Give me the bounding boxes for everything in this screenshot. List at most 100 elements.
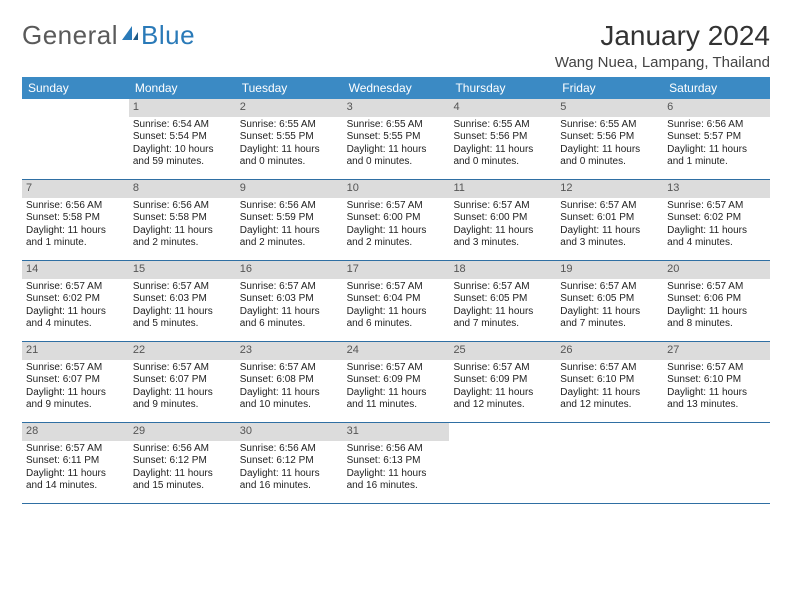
day-number: [663, 423, 770, 427]
sunset-text: Sunset: 6:03 PM: [133, 293, 232, 306]
day-cell: 18Sunrise: 6:57 AMSunset: 6:05 PMDayligh…: [449, 261, 556, 341]
day-number: 14: [22, 261, 129, 279]
day-cell: 15 Sunrise: 6:57 AMSunset: 6:03 PMDayligh…: [129, 261, 236, 341]
day-details: Sunrise: 6:56 AMSunset: 5:57 PMDaylight:…: [663, 119, 770, 169]
day-cell: 21Sunrise: 6:57 AMSunset: 6:07 PMDayligh…: [22, 342, 129, 422]
day-number: 4: [449, 99, 556, 117]
daylight-text: Daylight: 11 hours and 7 minutes.: [560, 306, 659, 331]
week-row: 1 Sunrise: 6:54 AMSunset: 5:54 PMDaylight…: [22, 99, 770, 180]
day-details: Sunrise: 6:57 AMSunset: 6:03 PMDaylight:…: [129, 281, 236, 331]
day-number: 13: [663, 180, 770, 198]
weekday-header: Saturday: [663, 77, 770, 99]
day-number: 28: [22, 423, 129, 441]
day-cell: 6 Sunrise: 6:56 AMSunset: 5:57 PMDaylight…: [663, 99, 770, 179]
week-row: 14Sunrise: 6:57 AMSunset: 6:02 PMDayligh…: [22, 261, 770, 342]
weekday-header-row: Sunday Monday Tuesday Wednesday Thursday…: [22, 77, 770, 99]
weekday-header: Thursday: [449, 77, 556, 99]
sunrise-text: Sunrise: 6:55 AM: [453, 119, 552, 132]
daylight-text: Daylight: 11 hours and 6 minutes.: [347, 306, 446, 331]
day-details: Sunrise: 6:57 AMSunset: 6:05 PMDaylight:…: [556, 281, 663, 331]
day-cell: [22, 99, 129, 179]
sunrise-text: Sunrise: 6:55 AM: [560, 119, 659, 132]
sunrise-text: Sunrise: 6:56 AM: [133, 443, 232, 456]
sunset-text: Sunset: 6:11 PM: [26, 455, 125, 468]
day-number: 31: [343, 423, 450, 441]
sunrise-text: Sunrise: 6:57 AM: [347, 362, 446, 375]
sunset-text: Sunset: 6:01 PM: [560, 212, 659, 225]
sunset-text: Sunset: 6:08 PM: [240, 374, 339, 387]
day-cell: 23Sunrise: 6:57 AMSunset: 6:08 PMDayligh…: [236, 342, 343, 422]
daylight-text: Daylight: 11 hours and 3 minutes.: [453, 225, 552, 250]
logo-text-general: General: [22, 20, 118, 51]
sunrise-text: Sunrise: 6:57 AM: [26, 443, 125, 456]
day-number: 8: [129, 180, 236, 198]
sunset-text: Sunset: 6:12 PM: [133, 455, 232, 468]
day-cell: 26Sunrise: 6:57 AMSunset: 6:10 PMDayligh…: [556, 342, 663, 422]
sunrise-text: Sunrise: 6:56 AM: [667, 119, 766, 132]
sunrise-text: Sunrise: 6:57 AM: [26, 362, 125, 375]
sunrise-text: Sunrise: 6:57 AM: [133, 362, 232, 375]
day-number: 9: [236, 180, 343, 198]
sunset-text: Sunset: 5:58 PM: [26, 212, 125, 225]
sunrise-text: Sunrise: 6:57 AM: [560, 362, 659, 375]
day-number: 2: [236, 99, 343, 117]
day-details: Sunrise: 6:57 AMSunset: 6:07 PMDaylight:…: [22, 362, 129, 412]
header: General Blue January 2024 Wang Nuea, Lam…: [22, 20, 770, 71]
sunrise-text: Sunrise: 6:56 AM: [26, 200, 125, 213]
day-details: Sunrise: 6:57 AMSunset: 6:03 PMDaylight:…: [236, 281, 343, 331]
day-number: 22: [129, 342, 236, 360]
daylight-text: Daylight: 11 hours and 6 minutes.: [240, 306, 339, 331]
day-cell: 27Sunrise: 6:57 AMSunset: 6:10 PMDayligh…: [663, 342, 770, 422]
day-details: Sunrise: 6:54 AMSunset: 5:54 PMDaylight:…: [129, 119, 236, 169]
day-number: 15: [129, 261, 236, 279]
sunset-text: Sunset: 6:10 PM: [560, 374, 659, 387]
sunset-text: Sunset: 5:57 PM: [667, 131, 766, 144]
day-number: [22, 99, 129, 103]
day-details: Sunrise: 6:57 AMSunset: 6:01 PMDaylight:…: [556, 200, 663, 250]
logo-sail-icon: [120, 20, 140, 51]
day-number: 6: [663, 99, 770, 117]
day-details: Sunrise: 6:57 AMSunset: 6:06 PMDaylight:…: [663, 281, 770, 331]
sunrise-text: Sunrise: 6:56 AM: [240, 200, 339, 213]
week-row: 21Sunrise: 6:57 AMSunset: 6:07 PMDayligh…: [22, 342, 770, 423]
day-cell: 17Sunrise: 6:57 AMSunset: 6:04 PMDayligh…: [343, 261, 450, 341]
day-cell: 20 Sunrise: 6:57 AMSunset: 6:06 PMDayligh…: [663, 261, 770, 341]
daylight-text: Daylight: 11 hours and 0 minutes.: [347, 144, 446, 169]
sunset-text: Sunset: 6:05 PM: [453, 293, 552, 306]
day-number: 10: [343, 180, 450, 198]
weekday-header: Monday: [129, 77, 236, 99]
sunrise-text: Sunrise: 6:57 AM: [240, 362, 339, 375]
sunset-text: Sunset: 5:58 PM: [133, 212, 232, 225]
day-number: 20: [663, 261, 770, 279]
daylight-text: Daylight: 11 hours and 16 minutes.: [240, 468, 339, 493]
sunset-text: Sunset: 6:09 PM: [347, 374, 446, 387]
day-number: 7: [22, 180, 129, 198]
weekday-header: Wednesday: [343, 77, 450, 99]
sunset-text: Sunset: 6:10 PM: [667, 374, 766, 387]
sunrise-text: Sunrise: 6:57 AM: [667, 200, 766, 213]
sunset-text: Sunset: 6:09 PM: [453, 374, 552, 387]
day-cell: 7Sunrise: 6:56 AMSunset: 5:58 PMDaylight…: [22, 180, 129, 260]
day-number: 1: [129, 99, 236, 117]
day-details: Sunrise: 6:56 AMSunset: 6:12 PMDaylight:…: [236, 443, 343, 493]
day-details: Sunrise: 6:57 AMSunset: 6:11 PMDaylight:…: [22, 443, 129, 493]
daylight-text: Daylight: 11 hours and 0 minutes.: [453, 144, 552, 169]
day-details: Sunrise: 6:56 AMSunset: 5:58 PMDaylight:…: [129, 200, 236, 250]
day-cell: 19Sunrise: 6:57 AMSunset: 6:05 PMDayligh…: [556, 261, 663, 341]
sunset-text: Sunset: 6:02 PM: [26, 293, 125, 306]
day-cell: 22Sunrise: 6:57 AMSunset: 6:07 PMDayligh…: [129, 342, 236, 422]
sunset-text: Sunset: 6:07 PM: [26, 374, 125, 387]
sunset-text: Sunset: 6:03 PM: [240, 293, 339, 306]
daylight-text: Daylight: 11 hours and 4 minutes.: [26, 306, 125, 331]
daylight-text: Daylight: 11 hours and 9 minutes.: [133, 387, 232, 412]
day-number: 24: [343, 342, 450, 360]
sunset-text: Sunset: 6:06 PM: [667, 293, 766, 306]
week-row: 7Sunrise: 6:56 AMSunset: 5:58 PMDaylight…: [22, 180, 770, 261]
sunset-text: Sunset: 6:04 PM: [347, 293, 446, 306]
sunset-text: Sunset: 6:12 PM: [240, 455, 339, 468]
sunrise-text: Sunrise: 6:57 AM: [667, 281, 766, 294]
sunrise-text: Sunrise: 6:57 AM: [26, 281, 125, 294]
daylight-text: Daylight: 11 hours and 12 minutes.: [453, 387, 552, 412]
day-number: 11: [449, 180, 556, 198]
daylight-text: Daylight: 11 hours and 4 minutes.: [667, 225, 766, 250]
